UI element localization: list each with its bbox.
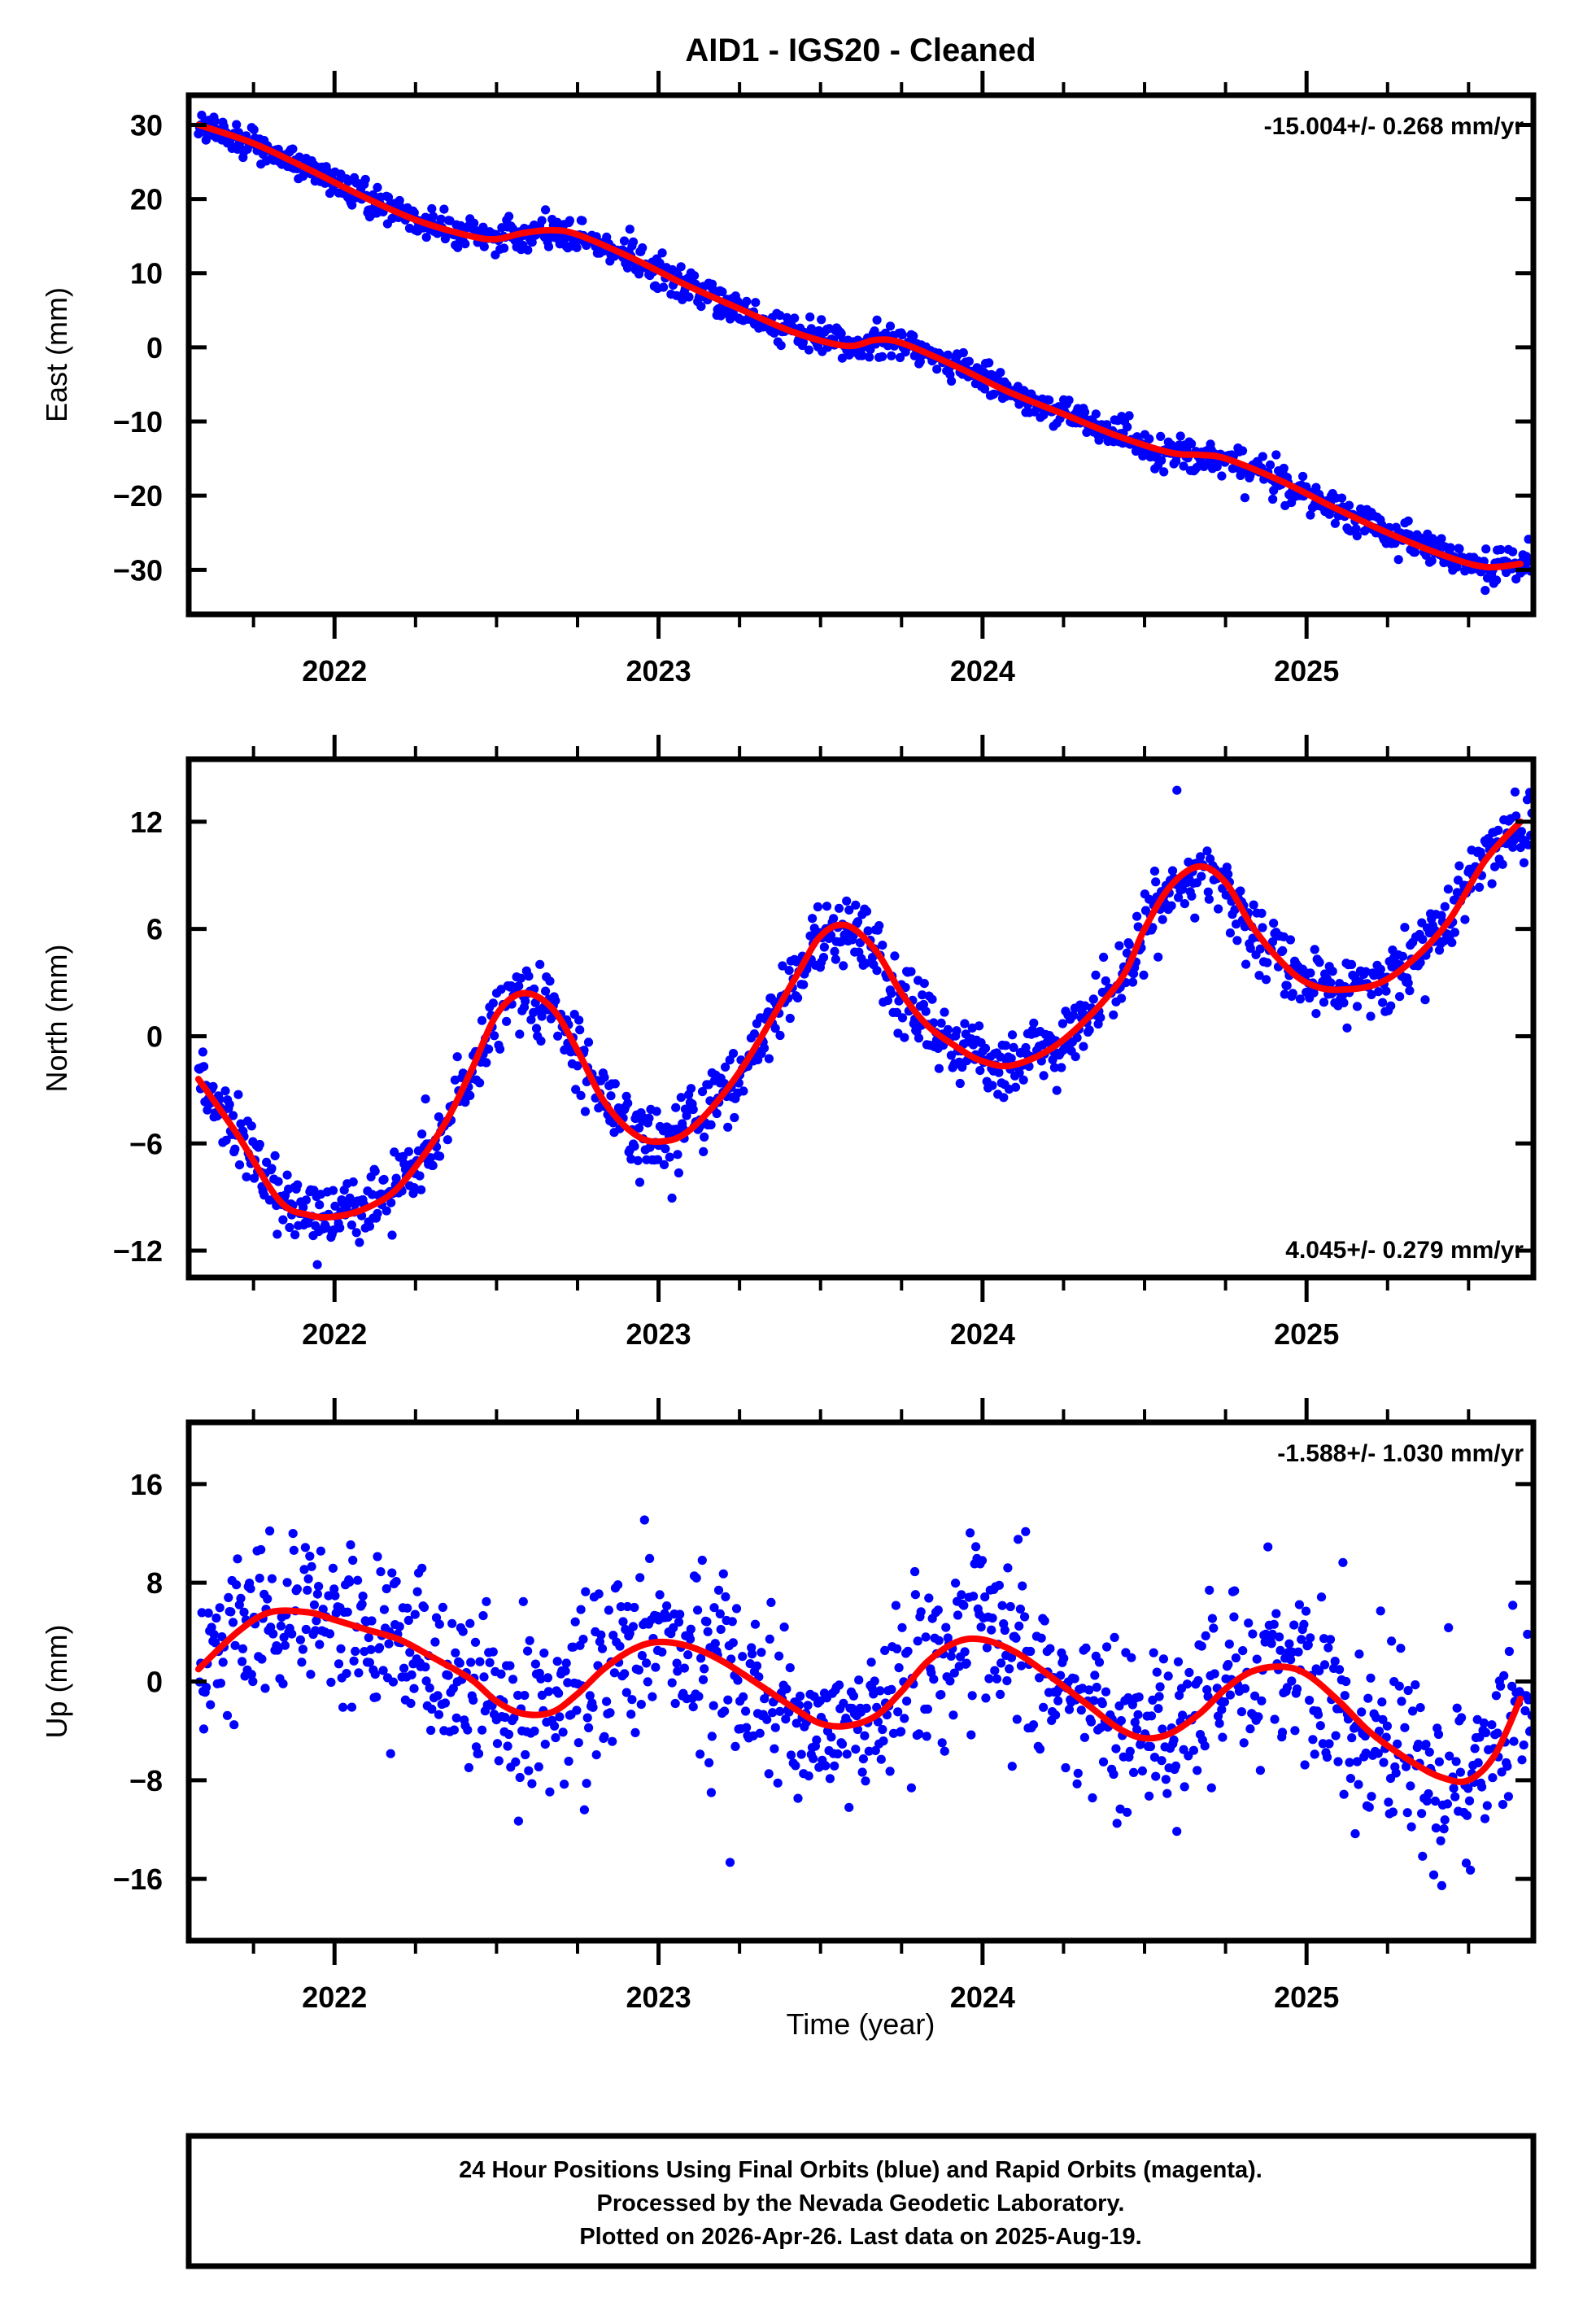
x-tick-label: 2022 xyxy=(302,1981,367,2014)
plot-frame-north xyxy=(185,756,1537,1281)
trend-line-up xyxy=(194,1607,1524,1785)
y-tick-label: 8 xyxy=(146,1566,163,1600)
panel-east: 30 20 10 0 −10 −20 −30 2022 2023 2024 2025 East (mm… xyxy=(40,71,1537,688)
x-tick-label: 2025 xyxy=(1274,654,1339,688)
y-tick-label: 20 xyxy=(130,183,163,216)
plot-area-north xyxy=(194,785,1533,1269)
caption-box xyxy=(185,2133,1537,2269)
x-tick-label: 2023 xyxy=(626,1981,691,2014)
panel-north: 12 6 0 −6 −12 2022 2023 2024 2025 North (mm) 4.045… xyxy=(40,735,1537,1351)
plot-area-up xyxy=(194,1515,1533,1890)
y-tick-label: −6 xyxy=(129,1127,163,1160)
y-tick-label: −30 xyxy=(113,553,163,587)
y-axis-label-up: Up (mm) xyxy=(40,1625,73,1739)
y-axis-label-north: North (mm) xyxy=(40,945,73,1093)
rate-annotation-north: 4.045+/- 0.279 mm/yr xyxy=(1285,1237,1524,1264)
y-tick-label: −8 xyxy=(129,1764,163,1797)
y-tick-label: −20 xyxy=(113,479,163,513)
x-axis-label: Time (year) xyxy=(787,2007,935,2041)
caption-line-3: Plotted on 2026-Apr-26. Last data on 202… xyxy=(579,2224,1141,2250)
x-tick-label: 2025 xyxy=(1274,1981,1339,2014)
y-tick-label: −16 xyxy=(113,1863,163,1896)
x-tick-label: 2024 xyxy=(950,654,1015,688)
y-axis-label-east: East (mm) xyxy=(40,287,73,422)
x-tick-label: 2023 xyxy=(626,654,691,688)
x-tick-label: 2024 xyxy=(950,1317,1015,1351)
x-tick-label: 2022 xyxy=(302,1317,367,1351)
y-tick-label: 10 xyxy=(130,257,163,290)
plot-frame-east xyxy=(185,92,1537,618)
caption-line-1: 24 Hour Positions Using Final Orbits (bl… xyxy=(459,2157,1262,2183)
y-tick-label: 12 xyxy=(130,806,163,839)
x-tick-label: 2022 xyxy=(302,654,367,688)
caption-line-2: Processed by the Nevada Geodetic Laborat… xyxy=(597,2190,1125,2216)
x-tick-label: 2024 xyxy=(950,1981,1015,2014)
rate-annotation-east: -15.004+/- 0.268 mm/yr xyxy=(1264,113,1524,140)
x-tick-label: 2025 xyxy=(1274,1317,1339,1351)
rate-annotation-up: -1.588+/- 1.030 mm/yr xyxy=(1277,1440,1524,1467)
panel-up: 16 8 0 −8 −16 2022 2023 2024 2025 Up (mm) -1.588+/… xyxy=(40,1398,1537,2014)
x-tick-label: 2023 xyxy=(626,1317,691,1351)
y-tick-label: 6 xyxy=(146,913,163,946)
trend-line-north xyxy=(194,818,1524,1221)
y-tick-label: 0 xyxy=(146,331,163,365)
y-tick-label: −12 xyxy=(113,1234,163,1268)
y-tick-label: −10 xyxy=(113,405,163,439)
y-tick-label: 0 xyxy=(146,1666,163,1699)
y-tick-label: 30 xyxy=(130,108,163,142)
y-tick-label: 0 xyxy=(146,1020,163,1053)
y-tick-label: 16 xyxy=(130,1468,163,1501)
figure-title: AID1 - IGS20 - Cleaned xyxy=(685,33,1036,68)
plot-area-east xyxy=(194,111,1533,596)
trend-line-east xyxy=(194,121,1524,571)
panel-group: 30 20 10 0 −10 −20 −30 2022 2023 2024 2025 East (mm… xyxy=(40,71,1537,2014)
